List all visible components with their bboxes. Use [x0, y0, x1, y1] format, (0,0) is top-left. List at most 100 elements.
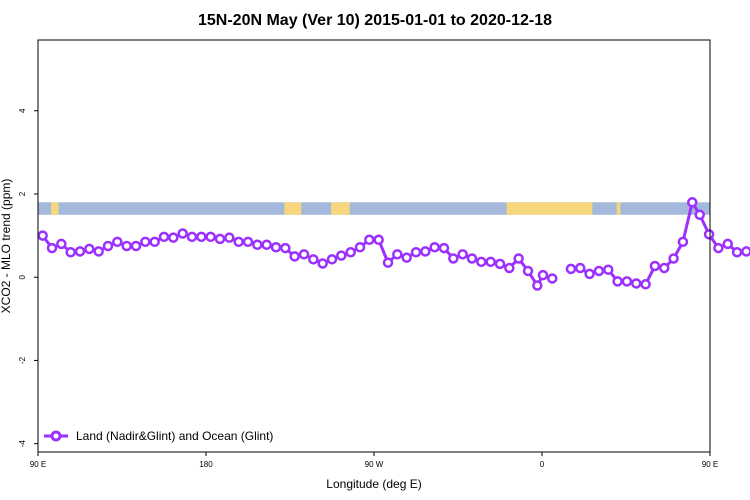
x-tick-label: 90 W	[365, 460, 384, 469]
data-point-7	[102, 240, 114, 252]
data-point-60	[593, 265, 605, 277]
x-tick-label: 180	[199, 460, 213, 469]
data-point-35	[364, 234, 375, 246]
data-point-64	[631, 278, 642, 289]
data-point-76	[741, 246, 750, 257]
data-point-39	[401, 252, 412, 263]
x-tick-label: 0	[540, 460, 545, 469]
ocean-band	[38, 202, 710, 215]
data-point-17	[196, 231, 207, 243]
data-point-30	[317, 258, 328, 269]
data-point-37	[382, 257, 394, 268]
y-tick-label: 2	[18, 191, 27, 196]
land-segment-1	[284, 202, 302, 215]
y-tick-label: -4	[18, 440, 27, 448]
data-point-0	[37, 230, 48, 241]
data-point-69	[677, 236, 689, 248]
data-point-49	[494, 258, 506, 270]
data-point-63	[621, 276, 633, 287]
data-point-15	[177, 228, 188, 239]
data-point-46	[466, 253, 478, 264]
data-point-4	[74, 246, 86, 257]
data-point-38	[392, 249, 403, 260]
data-point-61	[603, 264, 614, 275]
data-point-75	[731, 246, 743, 258]
data-point-31	[326, 254, 338, 265]
data-point-57	[565, 263, 577, 275]
chart-title: 15N-20N May (Ver 10) 2015-01-01 to 2020-…	[198, 12, 552, 29]
data-point-28	[298, 249, 310, 260]
data-point-22	[242, 236, 254, 248]
data-point-18	[205, 231, 216, 243]
data-point-53	[532, 280, 543, 291]
data-point-23	[252, 239, 263, 251]
x-tick-label: 90 E	[702, 460, 718, 469]
data-point-40	[410, 246, 422, 258]
data-point-66	[649, 260, 661, 272]
data-point-74	[722, 238, 733, 250]
data-point-55	[547, 273, 558, 284]
data-point-33	[345, 246, 356, 258]
data-point-11	[140, 236, 151, 248]
land-segment-4	[616, 202, 621, 215]
data-point-48	[485, 256, 496, 268]
y-tick-label: 0	[18, 274, 27, 279]
data-point-72	[703, 229, 715, 240]
data-point-59	[584, 268, 595, 280]
land-segment-0	[51, 202, 59, 215]
data-point-29	[308, 254, 319, 265]
data-point-51	[513, 253, 524, 264]
data-point-27	[289, 251, 300, 262]
data-point-70	[687, 197, 698, 208]
data-point-41	[420, 246, 431, 257]
legend-label: Land (Nadir&Glint) and Ocean (Glint)	[76, 429, 273, 443]
data-point-43	[438, 242, 450, 254]
data-point-25	[270, 241, 282, 253]
data-point-58	[575, 262, 586, 274]
data-point-1	[46, 242, 58, 254]
land-segment-2	[331, 202, 350, 215]
data-point-24	[261, 239, 272, 251]
data-point-52	[522, 265, 534, 277]
data-point-2	[56, 238, 67, 250]
y-axis: -4 -2 0 2 4	[18, 108, 38, 447]
data-point-42	[429, 241, 440, 253]
data-point-21	[233, 236, 244, 248]
data-point-45	[457, 249, 468, 260]
y-tick-label: -2	[18, 356, 27, 364]
plot-frame	[37, 39, 711, 453]
data-point-12	[149, 236, 160, 248]
legend: Land (Nadir&Glint) and Ocean (Glint)	[44, 429, 273, 443]
data-point-6	[93, 246, 104, 257]
data-point-13	[158, 231, 170, 243]
x-axis-label: Longitude (deg E)	[326, 477, 421, 491]
land-segment-3	[506, 202, 593, 215]
data-point-67	[659, 262, 670, 274]
data-point-71	[694, 209, 705, 221]
data-point-34	[354, 241, 366, 253]
data-point-36	[373, 234, 384, 246]
y-axis-label: XCO2 - MLO trend (ppm)	[0, 179, 13, 314]
data-point-16	[186, 231, 198, 243]
data-point-65	[640, 279, 651, 290]
data-point-50	[504, 262, 515, 274]
series-group	[37, 197, 750, 291]
data-point-32	[336, 250, 347, 261]
data-point-5	[84, 243, 95, 255]
data-point-10	[130, 240, 142, 252]
legend-marker	[50, 430, 62, 442]
x-tick-label: 90 E	[30, 460, 46, 469]
data-point-8	[112, 236, 123, 248]
land-ocean-band	[38, 202, 710, 215]
data-point-3	[65, 246, 76, 258]
data-point-62	[612, 276, 623, 287]
data-point-20	[224, 232, 235, 243]
y-tick-label: 4	[18, 108, 27, 113]
data-point-9	[121, 240, 132, 252]
data-point-68	[668, 253, 679, 264]
data-point-19	[214, 233, 226, 245]
data-point-47	[476, 256, 487, 268]
data-point-26	[280, 242, 291, 254]
